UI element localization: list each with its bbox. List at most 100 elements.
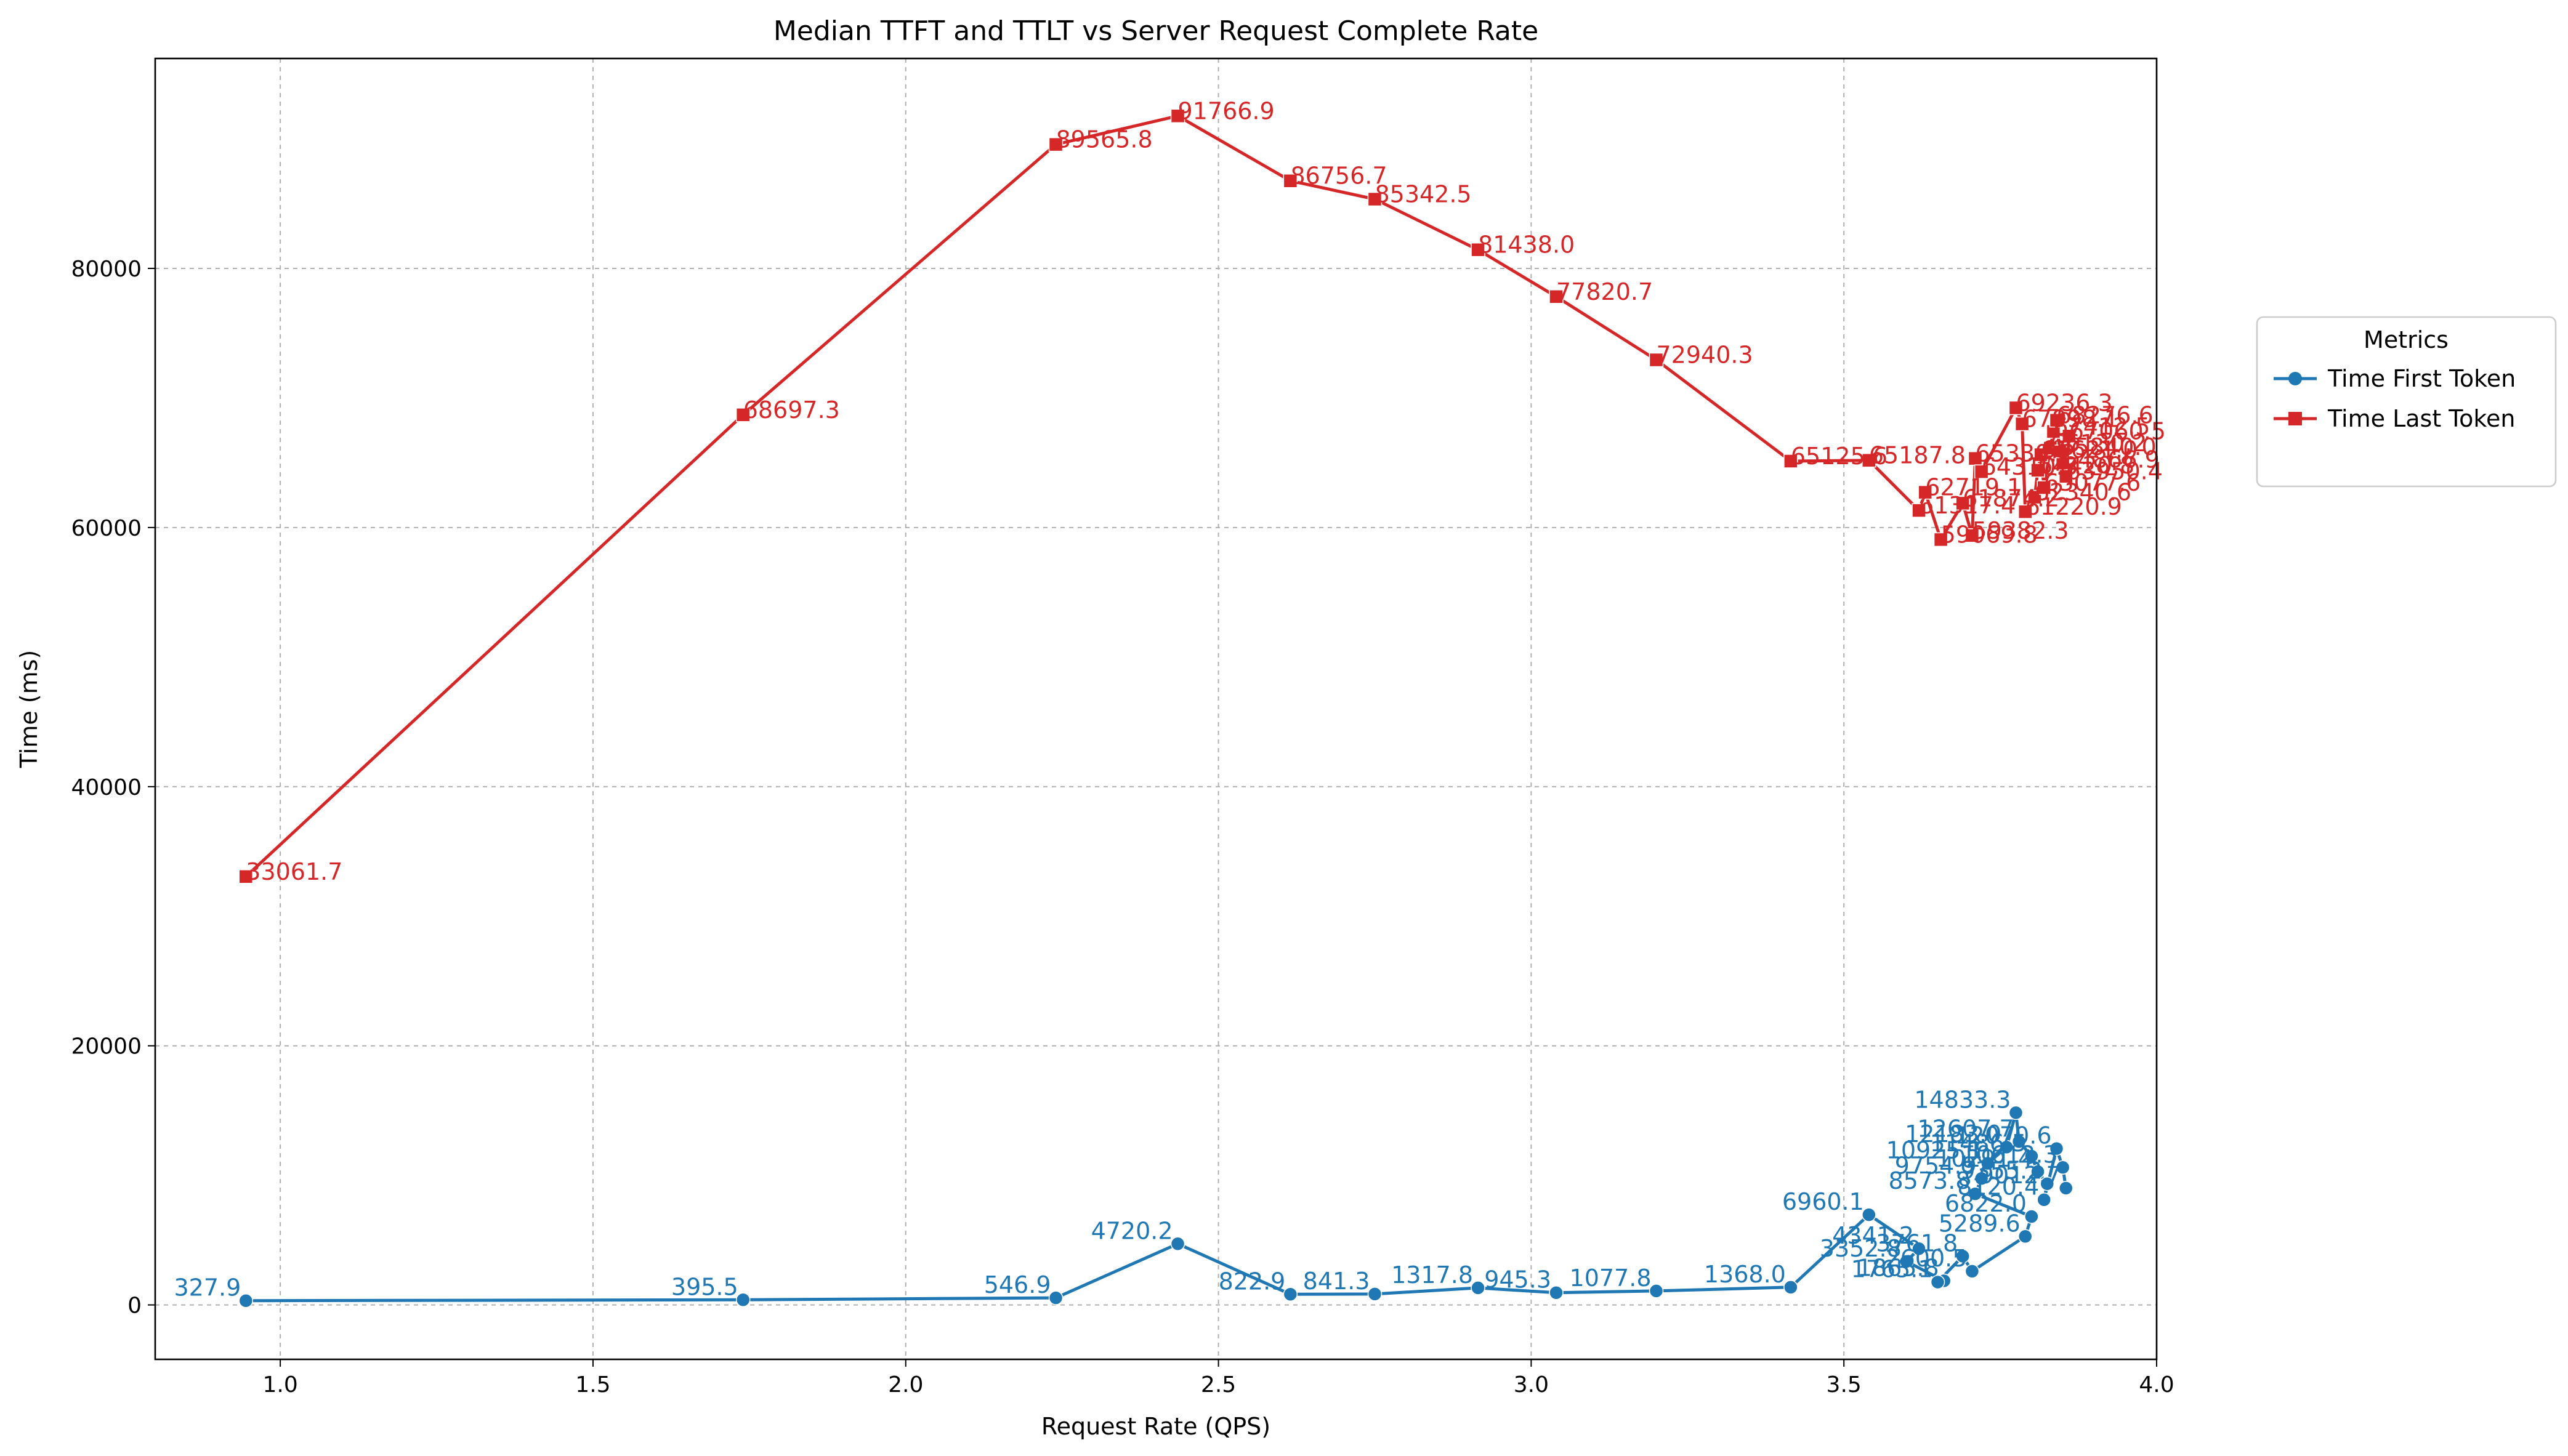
data-label: 68276.6 — [2057, 402, 2154, 429]
data-point-circle — [2058, 1181, 2073, 1196]
data-labels: 327.9 395.5 546.9 4720.2 822.9 841.3 1317.8 945… — [174, 97, 2165, 1301]
x-tick-label: 1.5 — [575, 1372, 610, 1398]
y-axis-label: Time (ms) — [15, 650, 42, 769]
data-label: 9012.7 — [1979, 1162, 2061, 1189]
data-label: 85342.5 — [1375, 181, 1471, 208]
data-label: 59382.3 — [1972, 517, 2069, 544]
x-tick-label: 3.5 — [1827, 1372, 1862, 1398]
data-point-square — [1048, 137, 1064, 152]
data-point-circle — [2055, 1160, 2070, 1175]
y-tick-label: 80000 — [71, 257, 142, 282]
data-label: 63950.4 — [2066, 458, 2163, 485]
data-label: 69236.3 — [2016, 389, 2112, 416]
data-label: 5289.6 — [1939, 1210, 2021, 1237]
data-label: 841.3 — [1303, 1268, 1370, 1295]
data-label: 86756.7 — [1290, 163, 1387, 190]
data-label: 9355.2 — [1960, 1157, 2042, 1185]
legend-box — [2256, 316, 2557, 488]
data-label: 10925.1 — [1886, 1137, 1983, 1164]
data-label: 33061.7 — [246, 858, 342, 885]
data-point-square — [1933, 532, 1948, 547]
data-point-circle — [2030, 1164, 2045, 1179]
legend-marker-square — [2288, 412, 2302, 425]
data-label: 3352.8 — [1820, 1235, 1902, 1262]
data-point-square — [2030, 463, 2045, 478]
data-label: 64866.9 — [2063, 446, 2160, 473]
data-point-circle — [735, 1292, 751, 1308]
data-point-square — [1471, 242, 1485, 257]
data-label: 1765.1 — [1851, 1255, 1933, 1282]
data-point-circle — [1999, 1140, 2014, 1154]
data-point-circle — [2008, 1105, 2024, 1120]
data-point-circle — [1955, 1249, 1970, 1264]
data-label: 62719.1 — [1925, 474, 2022, 501]
y-tick-label: 60000 — [71, 516, 142, 541]
data-label: 65330.7 — [1975, 440, 2072, 467]
data-point-square — [1918, 485, 1932, 500]
data-label: 67412.5 — [2053, 413, 2150, 440]
data-point-circle — [1981, 1156, 1995, 1171]
data-point-square — [1367, 191, 1383, 207]
data-label: 66130.2 — [2050, 430, 2147, 457]
data-label: 1317.8 — [1391, 1261, 1473, 1289]
legend-title: Metrics — [2364, 326, 2449, 353]
data-point-square — [2058, 469, 2073, 484]
data-point-circle — [1899, 1254, 1914, 1269]
data-label: 10291.4 — [1936, 1145, 2033, 1172]
data-point-circle — [1367, 1287, 1383, 1301]
data-point-circle — [2024, 1149, 2039, 1164]
data-point-square — [1862, 452, 1876, 468]
data-label: 12070.6 — [1955, 1122, 2051, 1149]
data-label: 6960.1 — [1782, 1188, 1864, 1215]
data-point-circle — [2024, 1209, 2039, 1224]
data-label: 65125.6 — [1791, 443, 1888, 470]
data-label: 1077.8 — [1570, 1265, 1652, 1292]
y-tick-label: 20000 — [71, 1034, 142, 1060]
data-point-square — [1549, 289, 1564, 304]
data-point-square — [1964, 528, 1980, 543]
data-point-square — [2037, 480, 2051, 495]
data-label: 61317.4 — [1919, 492, 2016, 519]
data-label: 67060.5 — [2069, 417, 2166, 444]
data-label: 91766.9 — [1178, 97, 1275, 124]
x-axis-label: Request Rate (QPS) — [1041, 1413, 1270, 1440]
legend-label: Time Last Token — [2327, 405, 2515, 432]
data-point-circle — [1912, 1241, 1926, 1256]
data-point-circle — [238, 1293, 254, 1308]
data-point-square — [2062, 428, 2077, 444]
data-point-circle — [1968, 1186, 1983, 1201]
legend-label: Time First Token — [2327, 365, 2516, 392]
data-label: 945.3 — [1484, 1266, 1551, 1293]
data-point-square — [735, 408, 751, 422]
data-point-circle — [1283, 1287, 1298, 1302]
data-point-circle — [1974, 1171, 1989, 1186]
data-point-square — [1974, 464, 1989, 479]
data-point-circle — [1964, 1264, 1980, 1279]
data-label: 81438.0 — [1478, 231, 1575, 259]
data-label: 64420.8 — [2038, 452, 2134, 479]
legend: Metrics Time First Token Time Last Token — [2256, 316, 2557, 488]
data-label: 327.9 — [174, 1274, 241, 1301]
x-tick-label: 2.5 — [1201, 1372, 1236, 1398]
data-label: 9754.9 — [1895, 1152, 1977, 1179]
data-label: 6822.0 — [1945, 1190, 2027, 1217]
data-label: 3761.8 — [1876, 1229, 1958, 1257]
legend-marker-circle — [2288, 372, 2302, 385]
data-label: 89565.8 — [1056, 126, 1153, 153]
data-point-circle — [1471, 1281, 1485, 1295]
data-label: 63077.6 — [2044, 469, 2141, 496]
data-label: 65840.0 — [2060, 433, 2157, 461]
axis-ticks: 1.0 1.5 2.0 2.5 3.0 3.5 4.0 0 20000 40000 60000 800… — [71, 257, 2174, 1398]
data-point-circle — [2017, 1229, 2033, 1244]
data-point-circle — [1930, 1274, 1945, 1290]
data-label: 1865.8 — [1857, 1254, 1939, 1281]
data-label: 1368.0 — [1704, 1261, 1786, 1288]
data-point-circle — [1048, 1290, 1064, 1305]
data-point-circle — [1170, 1236, 1185, 1252]
data-label: 61220.9 — [2025, 493, 2122, 520]
data-label: 77820.7 — [1556, 278, 1653, 305]
x-tick-label: 1.0 — [262, 1372, 297, 1398]
data-label: 62340.6 — [2035, 479, 2131, 506]
